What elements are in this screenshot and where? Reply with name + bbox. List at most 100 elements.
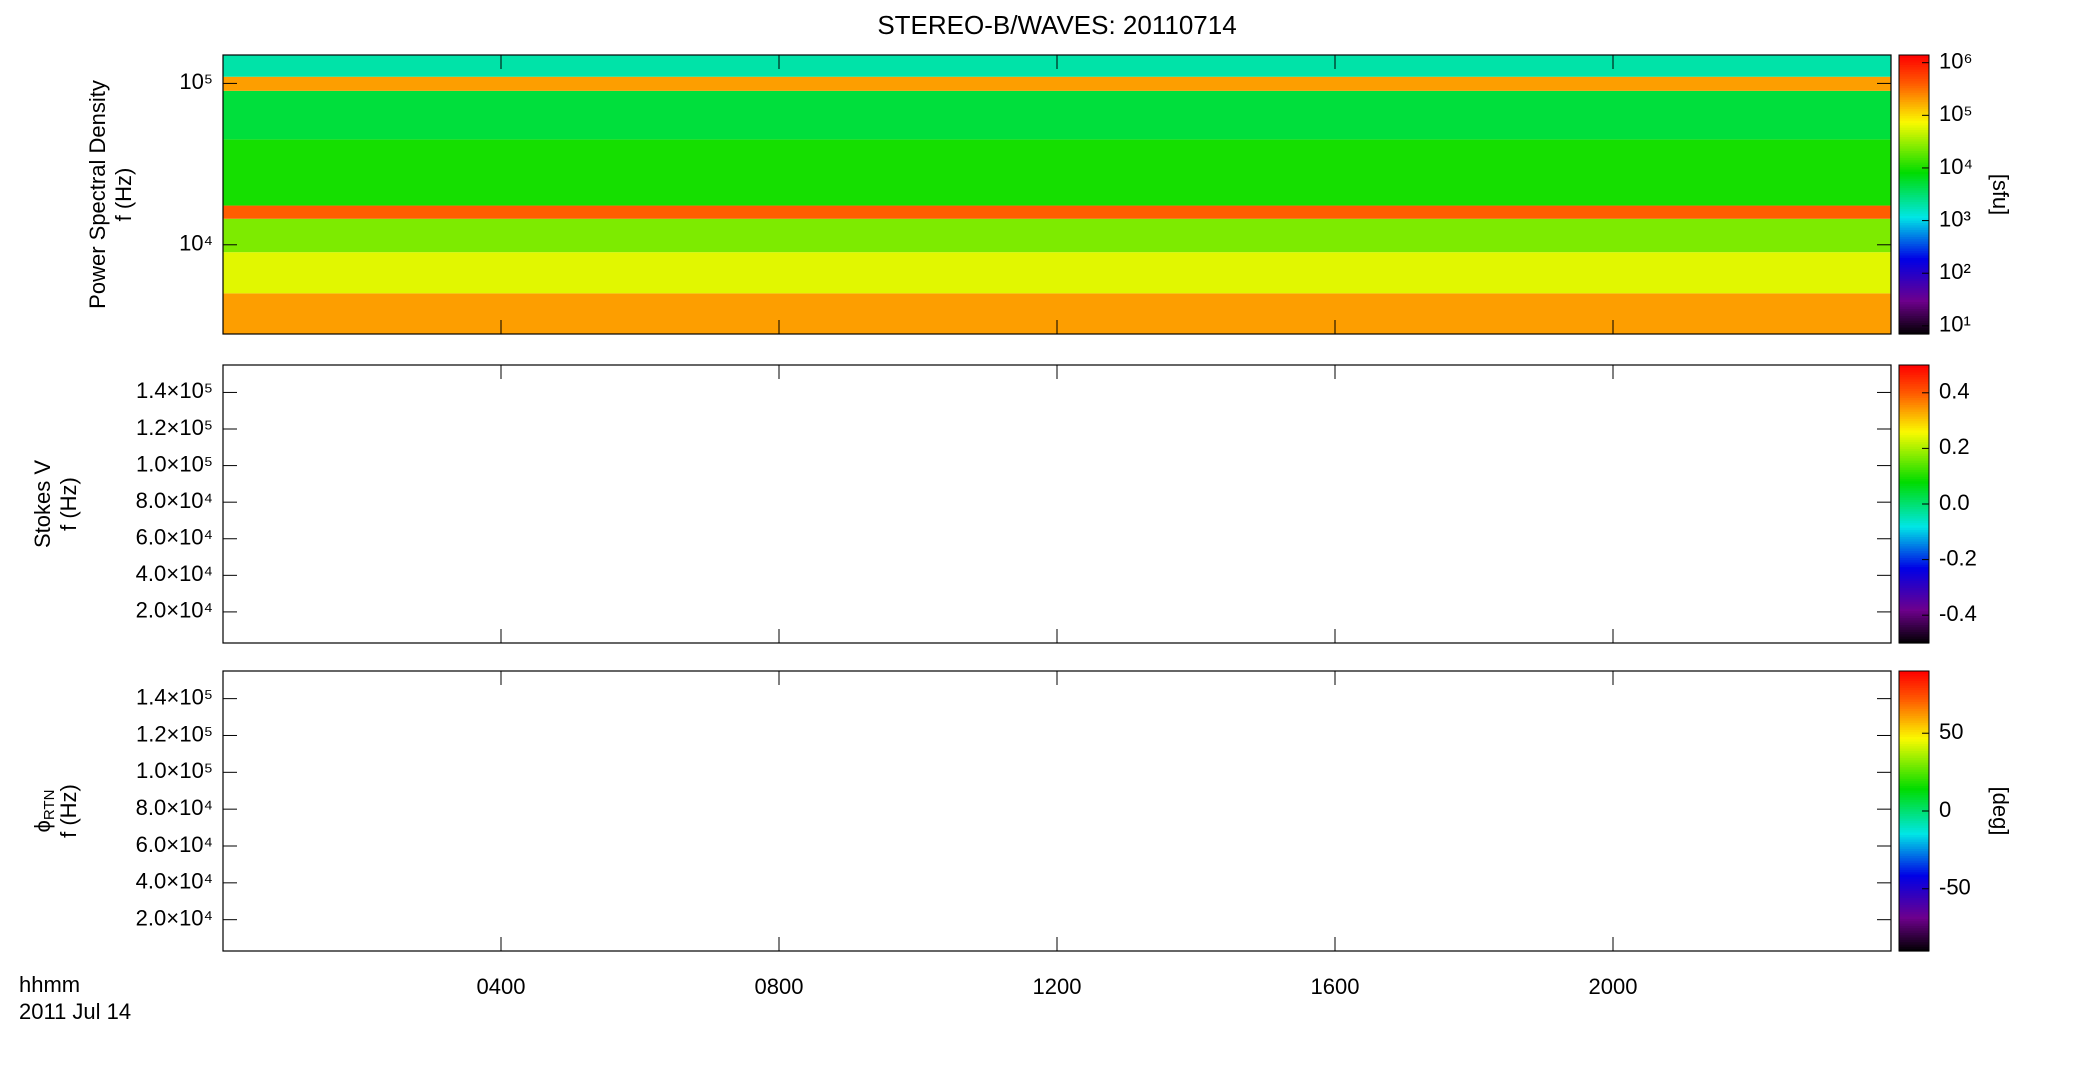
colorbar-cell: [1899, 154, 1929, 158]
colorbar-cell: [1899, 57, 1929, 61]
colorbar-cell: [1899, 296, 1929, 300]
colorbar-cell: [1899, 196, 1929, 200]
colorbar-cell: [1899, 490, 1929, 494]
colorbar-cell: [1899, 717, 1929, 721]
colorbar-cell: [1899, 210, 1929, 214]
colorbar-cell: [1899, 138, 1929, 142]
colorbar-cell: [1899, 794, 1929, 798]
colorbar-cell: [1899, 492, 1929, 496]
colorbar-cell: [1899, 388, 1929, 392]
colorbar-cell: [1899, 187, 1929, 191]
colorbar-cell: [1899, 299, 1929, 303]
colorbar-cell: [1899, 92, 1929, 96]
heatmap-band: [223, 139, 1891, 206]
colorbar-cell: [1899, 259, 1929, 263]
colorbar-cell: [1899, 946, 1929, 950]
colorbar-cell: [1899, 596, 1929, 600]
colorbar-cell: [1899, 506, 1929, 510]
colorbar-cell: [1899, 727, 1929, 730]
colorbar-cell: [1899, 878, 1929, 882]
colorbar-cell: [1899, 557, 1929, 561]
colorbar-cell: [1899, 367, 1929, 371]
colorbar-cell: [1899, 680, 1929, 684]
colorbar-cell: [1899, 383, 1929, 387]
colorbar-cell: [1899, 615, 1929, 619]
colorbar-cell: [1899, 432, 1929, 436]
colorbar-label: [sfu]: [1988, 174, 2013, 216]
colorbar-cell: [1899, 397, 1929, 401]
x-axis-label: hhmm: [19, 972, 80, 997]
colorbar-cell: [1899, 250, 1929, 254]
colorbar-cell: [1899, 322, 1929, 326]
colorbar-cell: [1899, 381, 1929, 385]
colorbar-cell: [1899, 252, 1929, 256]
colorbar-cell: [1899, 369, 1929, 373]
colorbar-cell: [1899, 801, 1929, 805]
colorbar-tick-label: 10⁴: [1939, 154, 1973, 179]
colorbar-cell: [1899, 371, 1929, 375]
colorbar-cell: [1899, 543, 1929, 547]
colorbar-cell: [1899, 329, 1929, 333]
colorbar-cell: [1899, 392, 1929, 396]
colorbar-cell: [1899, 173, 1929, 177]
y-tick-label: 8.0×10⁴: [136, 488, 213, 513]
colorbar-cell: [1899, 436, 1929, 440]
colorbar-cell: [1899, 748, 1929, 751]
colorbar-cell: [1899, 243, 1929, 247]
colorbar-cell: [1899, 776, 1929, 779]
colorbar-cell: [1899, 404, 1929, 408]
colorbar-cell: [1899, 636, 1929, 639]
colorbar-cell: [1899, 566, 1929, 570]
colorbar-cell: [1899, 778, 1929, 782]
colorbar-cell: [1899, 166, 1929, 170]
heatmap-band: [223, 252, 1891, 294]
colorbar-cell: [1899, 552, 1929, 556]
colorbar-cell: [1899, 178, 1929, 182]
colorbar-cell: [1899, 689, 1929, 693]
colorbar-cell: [1899, 422, 1929, 426]
colorbar-cell: [1899, 578, 1929, 582]
y-tick-label: 2.0×10⁴: [136, 905, 213, 930]
colorbar-cell: [1899, 94, 1929, 98]
colorbar-cell: [1899, 499, 1929, 503]
colorbar-cell: [1899, 804, 1929, 807]
x-tick-label: 0400: [477, 974, 526, 999]
colorbar-cell: [1899, 811, 1929, 814]
colorbar-cell: [1899, 254, 1929, 258]
colorbar-cell: [1899, 799, 1929, 803]
colorbar-cell: [1899, 101, 1929, 105]
colorbar-cell: [1899, 860, 1929, 863]
colorbar-cell: [1899, 247, 1929, 251]
colorbar-cell: [1899, 640, 1929, 644]
colorbar-cell: [1899, 589, 1929, 593]
colorbar-cell: [1899, 141, 1929, 144]
colorbar-cell: [1899, 264, 1929, 268]
colorbar-cell: [1899, 406, 1929, 410]
colorbar-cell: [1899, 687, 1929, 691]
colorbar-cell: [1899, 103, 1929, 107]
colorbar-cell: [1899, 529, 1929, 533]
colorbar-cell: [1899, 327, 1929, 330]
colorbar-tick-label: 10³: [1939, 206, 1971, 231]
colorbar-tick-label: 10⁵: [1939, 101, 1973, 126]
colorbar-cell: [1899, 759, 1929, 763]
colorbar-cell: [1899, 944, 1929, 947]
colorbar-cell: [1899, 827, 1929, 831]
colorbar-cell: [1899, 626, 1929, 630]
colorbar-cell: [1899, 485, 1929, 489]
colorbar-cell: [1899, 171, 1929, 175]
colorbar-cell: [1899, 390, 1929, 394]
y-axis-label: Stokes V: [30, 460, 55, 548]
colorbar-cell: [1899, 192, 1929, 196]
colorbar-cell: [1899, 513, 1929, 517]
colorbar-cell: [1899, 75, 1929, 79]
colorbar-cell: [1899, 415, 1929, 419]
colorbar-cell: [1899, 911, 1929, 915]
colorbar-cell: [1899, 783, 1929, 786]
colorbar-cell: [1899, 185, 1929, 189]
colorbar-cell: [1899, 113, 1929, 117]
colorbar-cell: [1899, 564, 1929, 568]
colorbar-cell: [1899, 592, 1929, 595]
colorbar-cell: [1899, 520, 1929, 524]
colorbar-cell: [1899, 671, 1929, 674]
